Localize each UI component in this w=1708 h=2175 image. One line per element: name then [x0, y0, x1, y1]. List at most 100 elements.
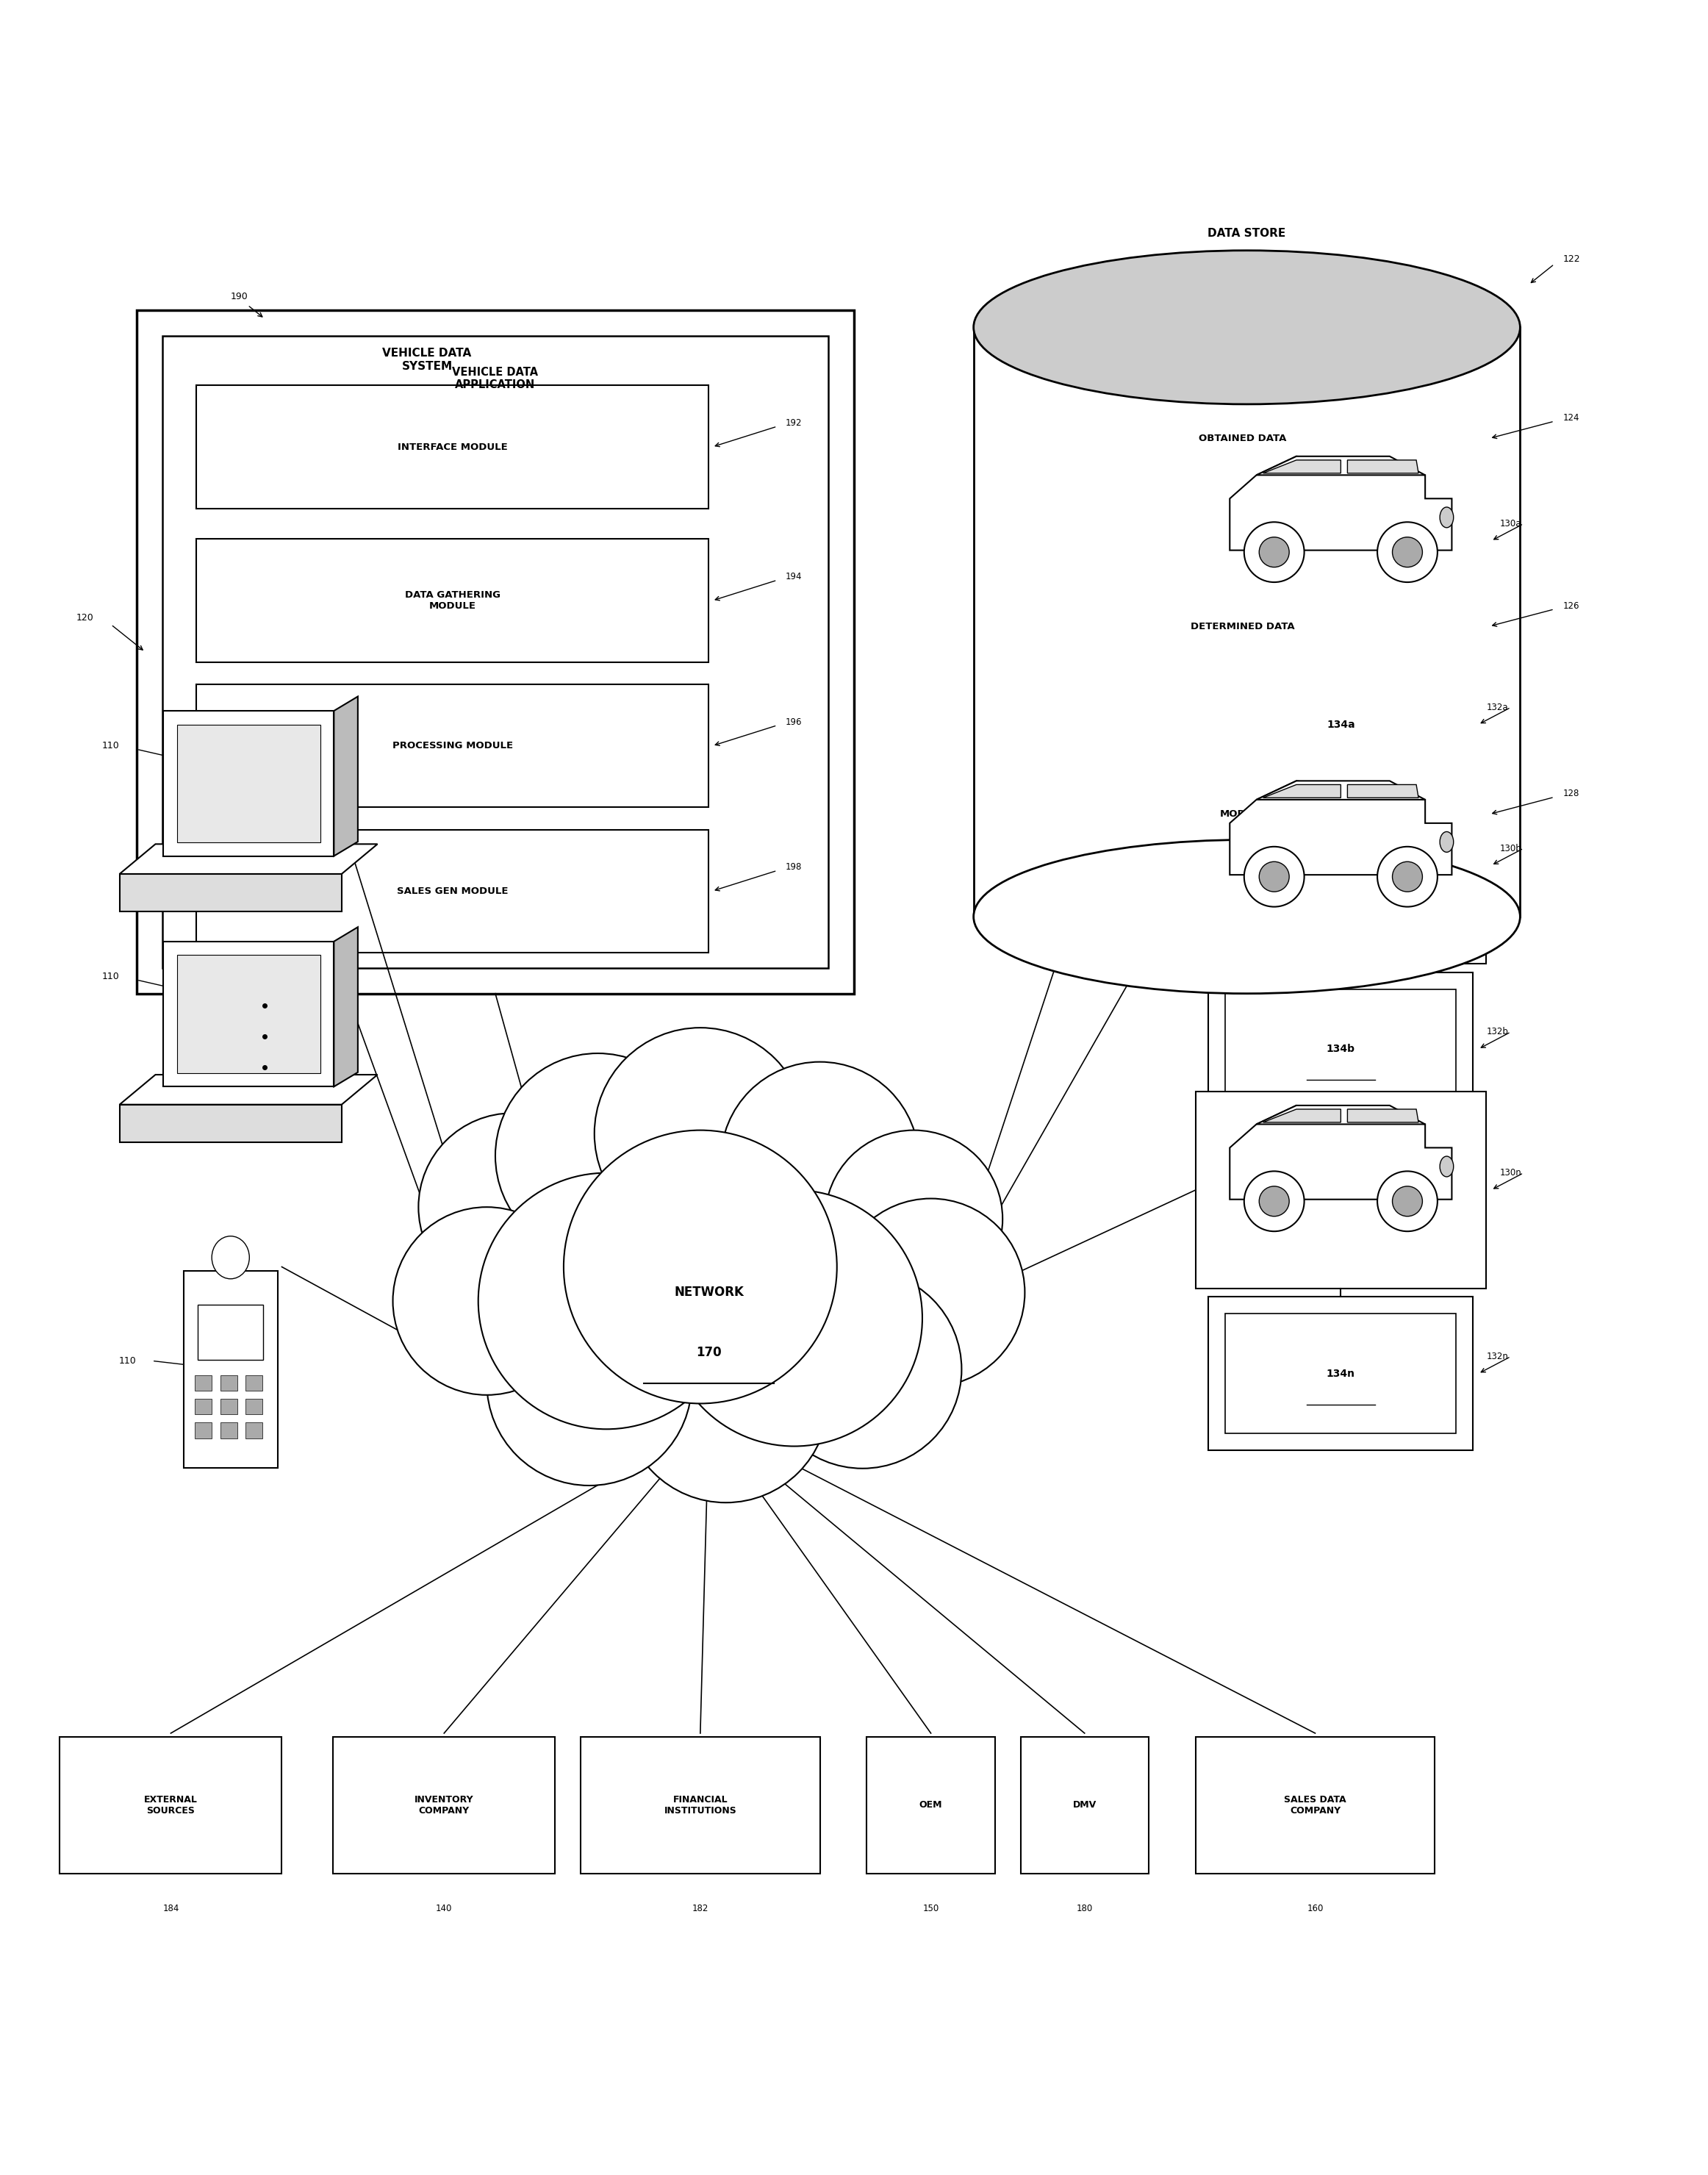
Polygon shape — [120, 874, 342, 911]
Polygon shape — [335, 927, 359, 1088]
Bar — [195, 1375, 212, 1392]
Bar — [60, 1736, 282, 1873]
Polygon shape — [1230, 1105, 1452, 1198]
Polygon shape — [1264, 461, 1341, 474]
Polygon shape — [164, 711, 335, 857]
Text: MODELS: MODELS — [1220, 809, 1266, 820]
Polygon shape — [178, 955, 321, 1072]
Circle shape — [1259, 1185, 1290, 1216]
Text: 140: 140 — [436, 1903, 453, 1914]
Text: INTERFACE MODULE: INTERFACE MODULE — [398, 442, 507, 452]
Bar — [137, 311, 854, 994]
Text: 134b: 134b — [1327, 1044, 1354, 1055]
Bar — [1226, 1314, 1455, 1433]
Bar — [974, 326, 1520, 916]
Ellipse shape — [974, 840, 1520, 994]
Text: 132b: 132b — [1486, 1027, 1508, 1037]
Circle shape — [1243, 522, 1305, 583]
Text: SALES DATA
COMPANY: SALES DATA COMPANY — [1284, 1794, 1346, 1816]
Bar — [220, 1375, 237, 1392]
Circle shape — [564, 1131, 837, 1403]
Polygon shape — [120, 844, 377, 874]
Text: 100: 100 — [1356, 287, 1377, 298]
Circle shape — [1377, 522, 1438, 583]
Text: EXTERNAL
SOURCES: EXTERNAL SOURCES — [143, 1794, 198, 1816]
Ellipse shape — [1440, 507, 1454, 529]
Text: DETERMINED DATA: DETERMINED DATA — [1190, 622, 1295, 631]
Polygon shape — [120, 1074, 377, 1105]
Circle shape — [393, 1207, 581, 1394]
Circle shape — [1243, 1170, 1305, 1231]
Text: 110: 110 — [120, 1355, 137, 1366]
Circle shape — [1259, 537, 1290, 568]
Bar — [1226, 990, 1455, 1109]
Circle shape — [1392, 537, 1423, 568]
Circle shape — [1377, 846, 1438, 907]
Polygon shape — [1230, 781, 1452, 874]
Bar — [868, 1736, 994, 1873]
Polygon shape — [1257, 781, 1424, 800]
Bar — [162, 335, 828, 968]
Text: FIG. 1: FIG. 1 — [1132, 324, 1208, 348]
Text: 194: 194 — [786, 572, 803, 581]
Bar — [999, 561, 1486, 689]
Polygon shape — [1264, 1109, 1341, 1122]
Bar — [999, 374, 1486, 502]
Text: 134a: 134a — [1327, 720, 1354, 729]
Text: 120: 120 — [77, 613, 94, 622]
Text: 150: 150 — [922, 1903, 939, 1914]
Bar — [195, 1422, 212, 1438]
Ellipse shape — [974, 250, 1520, 405]
Text: FINANCIAL
INSTITUTIONS: FINANCIAL INSTITUTIONS — [664, 1794, 736, 1816]
Text: 110: 110 — [102, 742, 120, 750]
Ellipse shape — [1440, 1157, 1454, 1177]
Text: 110: 110 — [102, 972, 120, 981]
Circle shape — [1392, 1185, 1423, 1216]
Text: 126: 126 — [1563, 600, 1580, 611]
Text: VEHICLE DATA
SYSTEM: VEHICLE DATA SYSTEM — [383, 348, 471, 372]
Polygon shape — [1348, 1109, 1419, 1122]
Bar — [1196, 768, 1486, 964]
Circle shape — [1392, 861, 1423, 892]
Text: 184: 184 — [162, 1903, 179, 1914]
Text: 182: 182 — [692, 1903, 709, 1914]
Circle shape — [666, 1190, 922, 1446]
Text: NETWORK: NETWORK — [675, 1285, 743, 1298]
Text: 196: 196 — [786, 718, 803, 726]
Bar — [220, 1422, 237, 1438]
Polygon shape — [1264, 785, 1341, 798]
Polygon shape — [1257, 457, 1424, 474]
Circle shape — [825, 1131, 1003, 1307]
Text: SALES GEN MODULE: SALES GEN MODULE — [396, 885, 509, 896]
Text: 160: 160 — [1307, 1903, 1324, 1914]
Bar — [195, 1399, 212, 1414]
Text: 170: 170 — [697, 1346, 721, 1359]
Bar — [246, 1422, 263, 1438]
Text: DATA STORE: DATA STORE — [1208, 228, 1286, 239]
Text: 132a: 132a — [1486, 703, 1508, 711]
Text: 132n: 132n — [1486, 1353, 1508, 1362]
Text: 192: 192 — [786, 418, 803, 428]
Bar — [246, 1375, 263, 1392]
Text: 190: 190 — [231, 291, 248, 302]
Bar — [999, 750, 1486, 879]
Text: INVENTORY
COMPANY: INVENTORY COMPANY — [415, 1794, 473, 1816]
Bar — [1226, 666, 1455, 785]
Circle shape — [487, 1281, 692, 1486]
Polygon shape — [1257, 1105, 1424, 1124]
Text: 130b: 130b — [1500, 844, 1522, 853]
Bar — [1209, 648, 1472, 800]
Bar — [198, 1305, 263, 1359]
Bar — [1209, 1296, 1472, 1451]
Bar — [1196, 1092, 1486, 1288]
Text: OBTAINED DATA: OBTAINED DATA — [1199, 433, 1286, 444]
Circle shape — [721, 1061, 919, 1259]
Bar — [196, 385, 709, 509]
Circle shape — [1259, 861, 1290, 892]
Circle shape — [1377, 1170, 1438, 1231]
Text: 198: 198 — [786, 861, 803, 872]
Text: DATA GATHERING
MODULE: DATA GATHERING MODULE — [405, 589, 500, 611]
Text: PROCESSING MODULE: PROCESSING MODULE — [393, 742, 512, 750]
Bar — [1021, 1736, 1149, 1873]
Polygon shape — [120, 1105, 342, 1142]
